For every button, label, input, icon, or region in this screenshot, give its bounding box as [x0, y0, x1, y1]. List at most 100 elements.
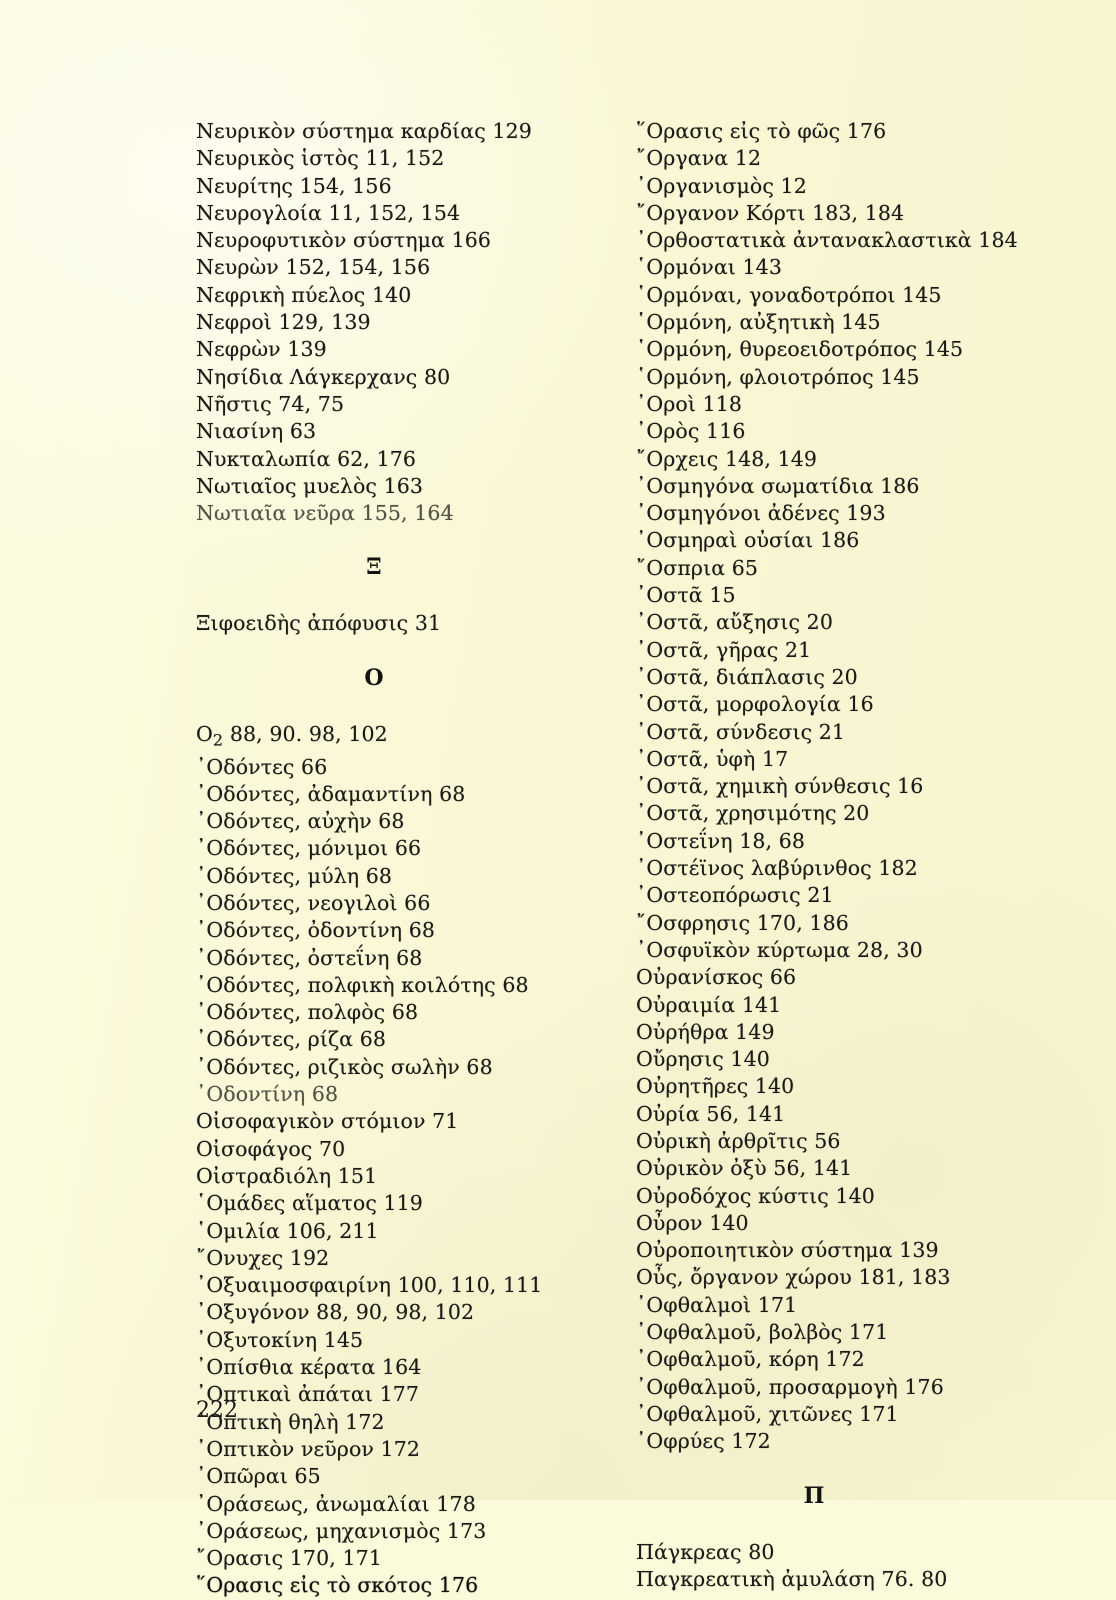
index-entry: Οὐρία 56, 141 — [636, 1101, 786, 1126]
index-entry: ᾿Οστᾶ, χημικὴ σύνθεσις 16 — [636, 774, 924, 799]
index-entry: ῾Ορμόνη, θυρεοειδοτρόπος 145 — [636, 337, 964, 362]
index-entry: ᾿Οστᾶ, σύνδεσις 21 — [636, 719, 846, 744]
index-column-right: ῞Ορασις εἰς τὸ φῶς 176 ῎Οργανα 12 ᾿Οργανισ… — [636, 118, 1066, 1593]
index-entry: Οὐραιμία 141 — [636, 992, 782, 1017]
index-entry: Οὐρικὸν ὀξὺ 56, 141 — [636, 1156, 853, 1181]
index-entry: ᾿Οξυαιμοσφαιρίνη 100, 110, 111 — [196, 1273, 543, 1298]
index-entry: ᾿Οσμηραὶ οὐσίαι 186 — [636, 528, 860, 553]
index-entry: ᾿Οστᾶ, γῆρας 21 — [636, 637, 812, 662]
index-entry: ᾿Οπῶραι 65 — [196, 1464, 321, 1489]
index-entry: ᾿Οδοντίνη 68 — [196, 1082, 339, 1107]
index-entry: ᾿Οστᾶ, χρησιμότης 20 — [636, 801, 870, 826]
index-entry: ᾿Οφθαλμοῦ, προσαρμογὴ 176 — [636, 1374, 944, 1399]
index-entry: Οὖς, ὄργανον χώρου 181, 183 — [636, 1265, 951, 1290]
index-entry: ᾿Οξυτοκίνη 145 — [196, 1327, 364, 1352]
index-entry: ῎Οργανα 12 — [636, 146, 762, 171]
index-entry: Νεφρὼν 139 — [196, 337, 327, 362]
index-entry: ᾿Ορὸς 116 — [636, 419, 746, 444]
index-entry: Οὐρητῆρες 140 — [636, 1074, 795, 1099]
index-entry: Οἰστραδιόλη 151 — [196, 1163, 378, 1188]
index-entry: ᾿Οπτικαὶ ἀπάται 177 — [196, 1382, 420, 1407]
index-entry: Νησίδια Λάγκερχανς 80 — [196, 364, 451, 389]
index-entry: Οὔρησις 140 — [636, 1047, 770, 1072]
index-entry: ῾Ορμόνη, αὐξητικὴ 145 — [636, 310, 881, 335]
index-entry: ᾿Οστεοπόρωσις 21 — [636, 883, 834, 908]
index-entry: Ξιφοειδὴς ἀπόφυσις 31 — [196, 611, 442, 636]
index-entry: Νευρὼν 152, 154, 156 — [196, 255, 431, 280]
section-gap — [636, 1509, 1066, 1539]
index-entry: Νωτιαῖα νεῦρα 155, 164 — [196, 501, 454, 526]
index-entry: O2 88, 90. 98, 102 — [196, 721, 616, 754]
index-entry: ᾿Οσμηγόνα σωματίδια 186 — [636, 473, 920, 498]
index-entry-subscript: 2 — [212, 730, 224, 750]
index-entry: ᾿Οφθαλμοῦ, χιτῶνες 171 — [636, 1401, 899, 1426]
section-letter-heading: Π — [803, 1482, 825, 1509]
index-entry: ᾿Οδόντες, ὀστεΐνη 68 — [196, 945, 423, 970]
index-entry: ᾿Οδόντες 66 — [196, 754, 328, 779]
index-entry: ᾿Οδόντες, μόνιμοι 66 — [196, 836, 422, 861]
index-entry: ᾿Οστᾶ, μορφολογία 16 — [636, 692, 874, 717]
index-entry: Οὐροδόχος κύστις 140 — [636, 1183, 875, 1208]
section-gap — [196, 580, 616, 610]
index-entry: ᾿Οστᾶ, διάπλασις 20 — [636, 664, 858, 689]
index-entry: Νῆστις 74, 75 — [196, 391, 345, 416]
index-entry: Νευροφυτικὸν σύστημα 166 — [196, 228, 492, 253]
index-entry: ᾿Οράσεως, ἀνωμαλίαι 178 — [196, 1491, 476, 1516]
index-entry: ᾿Οδόντες, ρίζα 68 — [196, 1027, 387, 1052]
index-entry: ᾿Οδόντες, ἀδαμαντίνη 68 — [196, 781, 466, 806]
page-number: 222 — [196, 1398, 238, 1423]
index-entry: ᾿Οροὶ 118 — [636, 391, 743, 416]
index-entry: ᾿Οσμηγόνοι ἀδένες 193 — [636, 501, 886, 526]
index-entry: Οἰσοφαγικὸν στόμιον 71 — [196, 1109, 459, 1134]
index-entry: ᾿Οστᾶ, ὑφὴ 17 — [636, 746, 789, 771]
index-entry: Νευρίτης 154, 156 — [196, 173, 392, 198]
index-entry: ᾿Οστέϊνος λαβύρινθος 182 — [636, 856, 918, 881]
index-entry: ῾Ορμόναι, γοναδοτρόποι 145 — [636, 282, 942, 307]
index-entry: ᾿Οδόντες, ριζικὸς σωλὴν 68 — [196, 1054, 493, 1079]
index-entry: Νεφροὶ 129, 139 — [196, 310, 371, 335]
index-entry: ᾿Οφθαλμοῦ, βολβὸς 171 — [636, 1320, 889, 1345]
index-entry-base: O — [196, 721, 213, 746]
index-entry: ᾿Οπτικὸν νεῦρον 172 — [196, 1436, 420, 1461]
index-entry: Νυκταλωπία 62, 176 — [196, 446, 417, 471]
index-entry: ᾿Οδόντες, πολφὸς 68 — [196, 1000, 419, 1025]
index-entry-locators: 88, 90. 98, 102 — [223, 721, 388, 746]
index-entry: ᾿Οφθαλμοῦ, κόρη 172 — [636, 1347, 865, 1372]
section-letter-heading: Ξ — [366, 554, 382, 581]
index-entry: ᾿Οστᾶ, αὔξησις 20 — [636, 610, 833, 635]
index-entry: Νευρικὸν σύστημα καρδίας 129 — [196, 119, 532, 143]
index-entry: ῎Ορχεις 148, 149 — [636, 446, 818, 471]
index-entry: Οὐρικὴ ἀρθρῖτις 56 — [636, 1128, 841, 1153]
index-entry: ᾿Οδόντες, πολφικὴ κοιλότης 68 — [196, 972, 529, 997]
index-entry: Νωτιαῖος μυελὸς 163 — [196, 473, 424, 498]
index-entry: Οἰσοφάγος 70 — [196, 1136, 346, 1161]
index-entry: Νευρικὸς ἱστὸς 11, 152 — [196, 146, 445, 171]
index-entry: ῎Ορασις 170, 171 — [196, 1546, 382, 1571]
index-entry: ᾿Ορθοστατικὰ ἀντανακλαστικὰ 184 — [636, 228, 1018, 253]
section-gap — [636, 1456, 1066, 1483]
section-gap — [196, 691, 616, 721]
index-entry: ᾿Οσφυϊκὸν κύρτωμα 28, 30 — [636, 937, 923, 962]
section-gap — [196, 638, 616, 665]
index-entry: ῎Οσπρια 65 — [636, 555, 759, 580]
index-entry: ᾿Οδόντες, μύλη 68 — [196, 863, 393, 888]
index-entry: ᾿Οπίσθια κέρατα 164 — [196, 1355, 422, 1380]
index-entry: Οὐροποιητικὸν σύστημα 139 — [636, 1238, 939, 1263]
index-entry: ῞Ορασις εἰς τὸ φῶς 176 — [636, 119, 887, 143]
index-entry: Νευρογλοία 11, 152, 154 — [196, 200, 461, 225]
index-entry: ῎Οργανον Κόρτι 183, 184 — [636, 200, 905, 225]
index-entry: ῞Ορασις εἰς τὸ σκότος 176 — [196, 1573, 479, 1598]
index-entry: ᾿Οδόντες, αὐχὴν 68 — [196, 809, 405, 834]
index-entry: ῾Ομιλία 106, 211 — [196, 1218, 379, 1243]
index-entry: Οὐρανίσκος 66 — [636, 965, 797, 990]
section-gap — [196, 527, 616, 554]
index-entry: ᾿Οπτικὴ θηλὴ 172 — [196, 1409, 385, 1434]
index-entry: ᾿Οργανισμὸς 12 — [636, 173, 807, 198]
index-entry: ῾Ορμόναι 143 — [636, 255, 782, 280]
index-entry: ᾿Οράσεως, μηχανισμὸς 173 — [196, 1518, 487, 1543]
index-entry: ῾Ορμόνη, φλοιοτρόπος 145 — [636, 364, 920, 389]
index-entry: Παγκρεατικὴ ἀμυλάση 76. 80 — [636, 1566, 948, 1591]
index-page: Νευρικὸν σύστημα καρδίας 129 Νευρικὸς ἱστ… — [196, 119, 1018, 1597]
index-entry: ᾿Οξυγόνον 88, 90, 98, 102 — [196, 1300, 475, 1325]
index-entry: ῎Ονυχες 192 — [196, 1245, 330, 1270]
